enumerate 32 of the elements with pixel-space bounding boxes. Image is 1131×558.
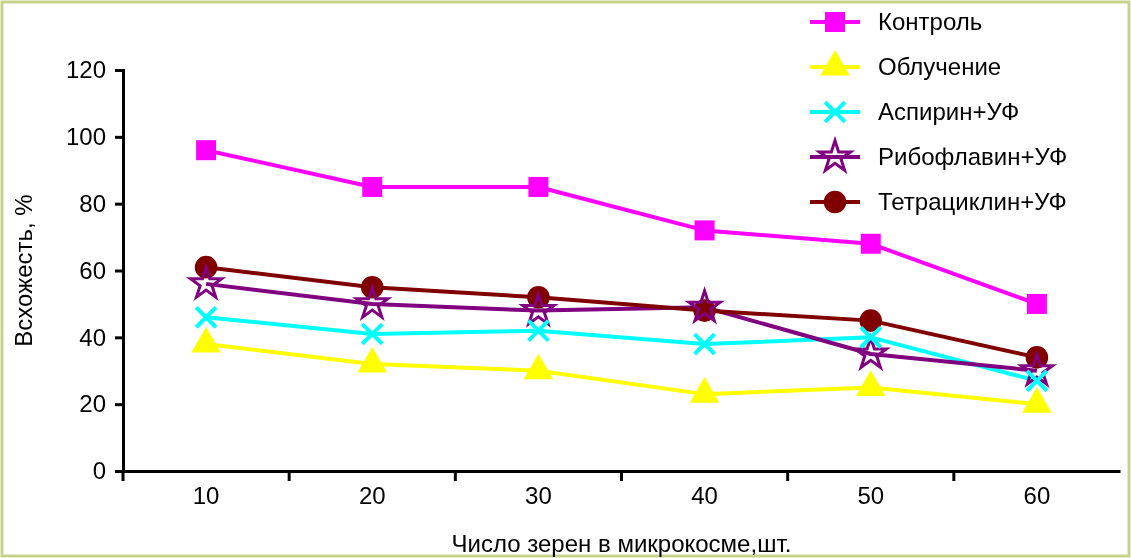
legend-label: Контроль bbox=[878, 8, 983, 35]
x-tick-label: 50 bbox=[857, 482, 885, 509]
point bbox=[360, 322, 385, 346]
x-tick-label: 60 bbox=[1023, 482, 1051, 509]
x-tick-label: 40 bbox=[691, 482, 718, 509]
y-tick-label: 100 bbox=[65, 123, 106, 151]
legend-label: Аспирин+УФ bbox=[878, 98, 1020, 125]
point bbox=[196, 140, 217, 161]
point bbox=[362, 176, 383, 197]
x-tick-label: 20 bbox=[358, 482, 386, 509]
y-tick-label: 40 bbox=[79, 323, 106, 351]
legend-label: Рибофлавин+УФ bbox=[878, 143, 1068, 170]
y-axis-title: Всхожесть, % bbox=[10, 194, 37, 347]
point bbox=[692, 332, 717, 356]
legend-label: Тетрациклин+УФ bbox=[878, 188, 1067, 215]
point bbox=[694, 220, 715, 241]
point bbox=[1026, 293, 1047, 314]
point bbox=[194, 305, 219, 330]
y-tick-label: 120 bbox=[65, 56, 106, 84]
x-tick-label: 10 bbox=[192, 482, 220, 509]
point bbox=[859, 309, 883, 332]
point bbox=[860, 233, 881, 254]
point bbox=[526, 318, 551, 343]
point bbox=[528, 176, 549, 197]
y-tick-label: 0 bbox=[92, 457, 106, 485]
y-tick-label: 20 bbox=[79, 390, 106, 418]
y-tick-label: 60 bbox=[79, 256, 106, 284]
legend-label: Облучение bbox=[878, 53, 1002, 80]
point bbox=[858, 325, 883, 350]
x-tick-label: 30 bbox=[525, 482, 552, 509]
y-tick-label: 80 bbox=[79, 189, 106, 217]
x-axis-title: Число зерен в микрокосме,шт. bbox=[451, 530, 792, 557]
